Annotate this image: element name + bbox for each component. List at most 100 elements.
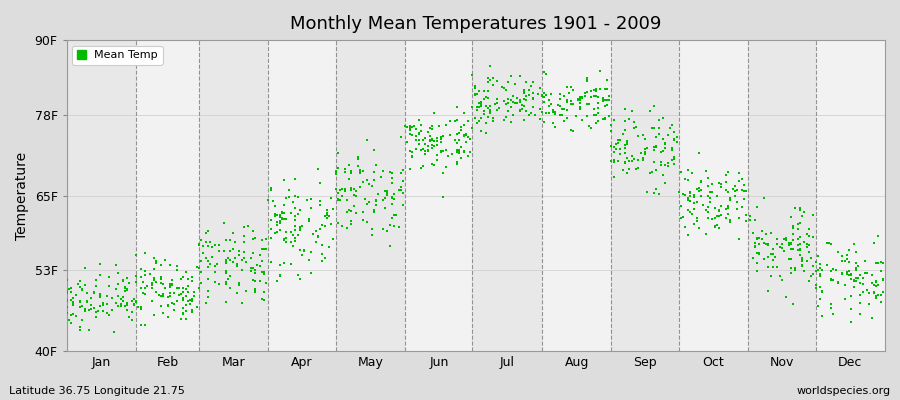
Point	[589, 88, 603, 94]
Point	[369, 162, 383, 168]
Point	[779, 235, 794, 242]
Point	[124, 317, 139, 323]
Point	[718, 187, 733, 194]
Point	[560, 106, 574, 113]
Point	[339, 209, 354, 215]
Point	[701, 183, 716, 190]
Point	[418, 148, 433, 154]
Point	[59, 304, 74, 310]
Point	[230, 290, 244, 296]
Point	[846, 277, 860, 284]
Point	[573, 97, 588, 103]
Point	[147, 266, 161, 273]
Point	[322, 213, 337, 219]
Point	[459, 131, 473, 137]
Point	[638, 146, 652, 152]
Point	[414, 147, 428, 153]
Point	[578, 93, 592, 99]
Point	[647, 190, 662, 196]
Point	[104, 307, 119, 313]
Point	[723, 195, 737, 202]
Point	[638, 151, 652, 158]
Point	[465, 124, 480, 131]
Point	[145, 280, 159, 287]
Point	[138, 285, 152, 291]
Point	[328, 186, 343, 192]
Point	[292, 226, 307, 232]
Point	[425, 136, 439, 142]
Point	[156, 281, 170, 288]
Point	[411, 131, 426, 138]
Point	[205, 254, 220, 260]
Point	[689, 215, 704, 222]
Point	[786, 237, 800, 244]
Point	[587, 92, 601, 99]
Point	[510, 95, 525, 101]
Point	[344, 168, 358, 174]
Point	[557, 117, 572, 124]
Bar	[405, 40, 472, 351]
Point	[425, 142, 439, 148]
Bar	[542, 40, 611, 351]
Point	[813, 284, 827, 290]
Legend: Mean Temp: Mean Temp	[72, 46, 163, 65]
Point	[670, 134, 684, 140]
Point	[429, 135, 444, 141]
Point	[626, 155, 641, 162]
Point	[652, 191, 666, 197]
Point	[405, 132, 419, 138]
Point	[68, 312, 83, 319]
Point	[461, 133, 475, 140]
Point	[517, 87, 531, 94]
Point	[133, 285, 148, 292]
Point	[194, 258, 209, 264]
Point	[479, 103, 493, 109]
Point	[748, 240, 762, 246]
Point	[246, 227, 260, 234]
Point	[292, 276, 307, 282]
Point	[286, 232, 301, 238]
Point	[658, 180, 672, 186]
Point	[871, 233, 886, 240]
Point	[115, 294, 130, 300]
Point	[400, 138, 415, 145]
Point	[133, 304, 148, 310]
Point	[351, 163, 365, 169]
Point	[261, 196, 275, 203]
Point	[766, 246, 780, 252]
Point	[342, 176, 356, 182]
Point	[111, 280, 125, 287]
Point	[723, 219, 737, 225]
Point	[697, 201, 711, 208]
Point	[564, 100, 579, 107]
Point	[476, 88, 491, 94]
Point	[790, 242, 805, 248]
Point	[483, 62, 498, 69]
Point	[67, 302, 81, 308]
Point	[811, 252, 825, 259]
Point	[364, 183, 379, 189]
Point	[67, 295, 81, 301]
Point	[537, 118, 552, 125]
Point	[393, 187, 408, 193]
Point	[757, 239, 771, 246]
Point	[658, 144, 672, 151]
Point	[526, 95, 540, 102]
Point	[450, 140, 464, 146]
Point	[725, 186, 740, 192]
Point	[732, 235, 746, 242]
Point	[752, 234, 767, 241]
Point	[369, 197, 383, 204]
Point	[273, 218, 287, 224]
Point	[203, 239, 218, 245]
Point	[506, 93, 520, 100]
Point	[190, 264, 204, 270]
Point	[220, 276, 235, 283]
Point	[703, 188, 717, 195]
Point	[667, 136, 681, 142]
Point	[273, 212, 287, 218]
Point	[219, 281, 233, 287]
Text: Latitude 36.75 Longitude 21.75: Latitude 36.75 Longitude 21.75	[9, 386, 184, 396]
Point	[129, 299, 143, 306]
Point	[396, 167, 410, 173]
